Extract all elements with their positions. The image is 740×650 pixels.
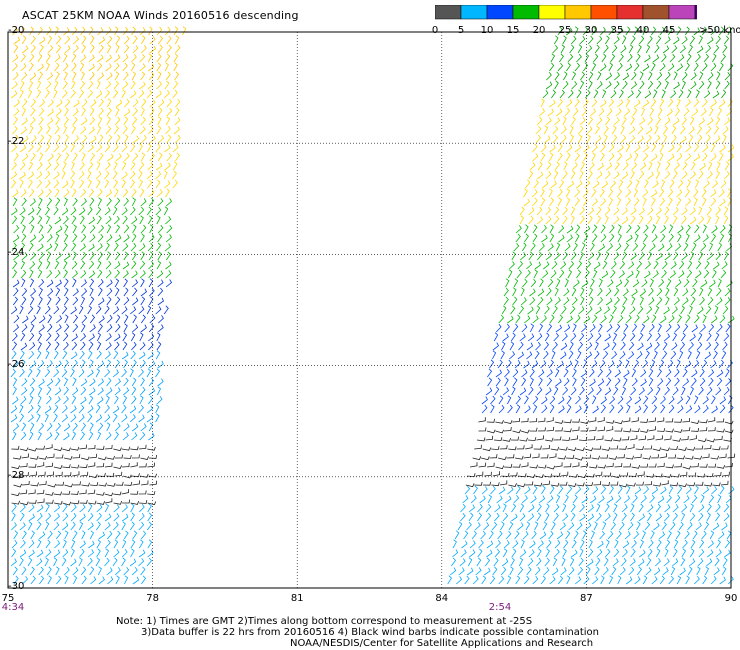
map-frame xyxy=(7,31,732,589)
wind-barb-group xyxy=(11,26,187,81)
latitude-label: -26 xyxy=(8,358,25,370)
colorbar-label: 5 xyxy=(457,25,465,36)
colorbar-label: 10 xyxy=(480,25,494,36)
longitude-label: 84 xyxy=(435,593,449,604)
colorbar-label: 45 xyxy=(662,25,676,36)
colorbar: 0 5 10 15 20 25 30 35 40 45 >50 knots xyxy=(432,4,740,36)
wind-barb-group xyxy=(10,80,735,225)
colorbar-label: 30 xyxy=(584,25,598,36)
colorbar-swatch xyxy=(616,4,644,20)
time-label-west: 4:34 xyxy=(1,602,25,613)
map-title: ASCAT 25KM NOAA Winds 20160516 descendin… xyxy=(22,9,299,22)
wind-barb-group xyxy=(542,26,734,99)
colorbar-label: 20 xyxy=(532,25,546,36)
colorbar-swatch xyxy=(668,4,696,20)
colorbar-label: 0 xyxy=(431,25,439,36)
wind-barb-group xyxy=(10,485,735,585)
colorbar-swatch xyxy=(538,4,566,20)
colorbar-swatch xyxy=(434,4,462,20)
colorbar-label: 25 xyxy=(558,25,572,36)
longitude-label: 78 xyxy=(146,593,159,604)
longitude-label: 90 xyxy=(724,593,738,604)
note-line-1: Note: 1) Times are GMT 2)Times along bot… xyxy=(116,616,533,627)
wind-barbs-layer xyxy=(10,26,736,585)
wind-barb-group xyxy=(481,323,734,414)
note-line-2: 3)Data buffer is 22 hrs from 20160516 4)… xyxy=(141,627,599,638)
wind-barb-group xyxy=(10,278,173,351)
colorbar-swatch xyxy=(512,4,540,20)
map-grid xyxy=(8,32,731,588)
colorbar-swatch xyxy=(694,4,722,20)
latitude-label: -30 xyxy=(8,581,25,592)
colorbar-swatches xyxy=(434,4,722,20)
latitude-label: -24 xyxy=(8,247,25,259)
longitude-label: 81 xyxy=(290,593,304,604)
colorbar-label: >50 knots xyxy=(699,25,740,36)
wind-barb-group xyxy=(10,350,164,441)
longitude-label: 87 xyxy=(580,593,593,604)
wind-barb-group xyxy=(11,417,736,506)
colorbar-label: 15 xyxy=(506,25,520,36)
latitude-label: -22 xyxy=(8,136,25,148)
colorbar-label: 40 xyxy=(636,25,650,36)
latitude-label: -28 xyxy=(8,469,25,481)
colorbar-swatch xyxy=(642,4,670,20)
colorbar-swatch xyxy=(486,4,514,20)
note-line-3: NOAA/NESDIS/Center for Satellite Applica… xyxy=(290,638,594,649)
colorbar-label: 35 xyxy=(610,25,624,36)
wind-barb-group xyxy=(11,197,735,324)
longitude-label: 75 xyxy=(1,593,15,604)
colorbar-swatch xyxy=(460,4,488,20)
latitude-label: -20 xyxy=(8,25,25,36)
time-label-east: 2:54 xyxy=(488,602,512,613)
colorbar-swatch xyxy=(590,4,618,20)
colorbar-swatch xyxy=(564,4,592,20)
